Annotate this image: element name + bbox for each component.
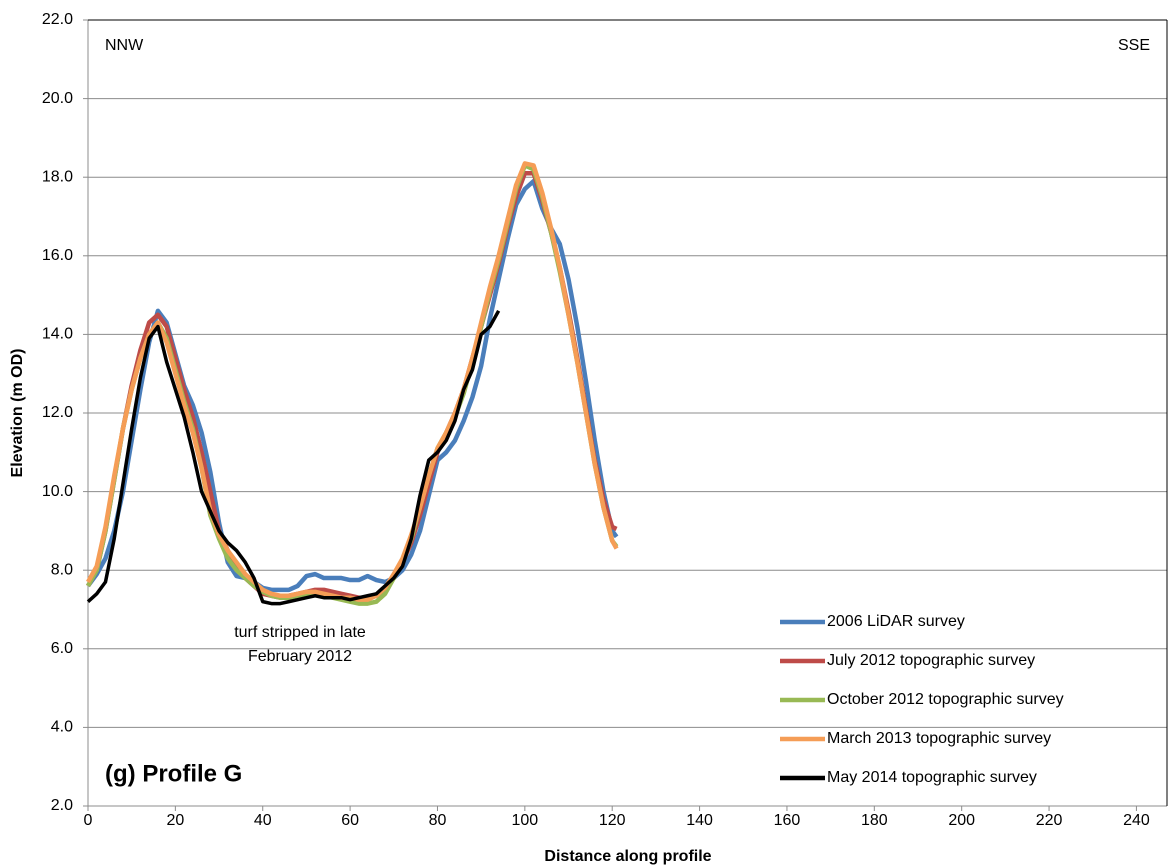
x-tick-label: 140 [686,812,713,829]
x-tick-label: 120 [599,812,626,829]
series-line [86,163,619,606]
y-tick-label: 8.0 [51,561,73,578]
legend-label: October 2012 topographic survey [827,691,1064,708]
series-line [86,161,619,602]
y-tick-label: 6.0 [51,640,73,657]
legend-label: March 2013 topographic survey [827,730,1051,747]
series-line [86,309,501,606]
series-line [86,171,618,600]
legend-label: July 2012 topographic survey [827,652,1035,669]
x-axis-label: Distance along profile [544,848,711,865]
x-tick-label: 180 [861,812,888,829]
x-tick-label: 240 [1123,812,1150,829]
x-tick-label: 100 [511,812,538,829]
y-tick-label: 14.0 [42,326,73,343]
left-direction: NNW [105,37,144,54]
x-tick-label: 40 [254,812,272,829]
y-tick-label: 2.0 [51,797,73,814]
right-direction: SSE [1118,37,1150,54]
x-tick-label: 160 [774,812,801,829]
y-tick-label: 10.0 [42,483,73,500]
y-tick-label: 12.0 [42,404,73,421]
annotation: February 2012 [248,648,352,665]
x-tick-label: 220 [1036,812,1063,829]
x-tick-label: 20 [166,812,184,829]
series-line [86,178,619,593]
x-tick-label: 60 [341,812,359,829]
y-tick-label: 4.0 [51,719,73,736]
legend-label: 2006 LiDAR survey [827,613,965,630]
y-axis-label: Elevation (m OD) [9,349,26,478]
x-tick-label: 80 [429,812,447,829]
y-tick-label: 16.0 [42,247,73,264]
x-tick-label: 200 [948,812,975,829]
x-tick-label: 0 [84,812,93,829]
legend-label: May 2014 topographic survey [827,769,1037,786]
panel-label: (g) Profile G [105,760,242,787]
y-tick-label: 18.0 [42,168,73,185]
y-tick-label: 20.0 [42,90,73,107]
annotation: turf stripped in late [234,624,366,641]
y-tick-label: 22.0 [42,11,73,28]
